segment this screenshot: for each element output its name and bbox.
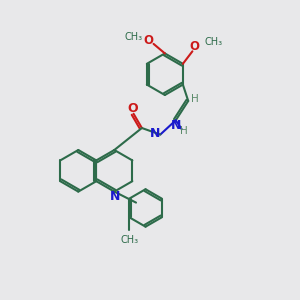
Text: H: H	[180, 126, 188, 136]
Text: O: O	[143, 34, 154, 47]
Text: O: O	[189, 40, 199, 53]
Text: CH₃: CH₃	[124, 32, 143, 42]
Text: O: O	[128, 102, 138, 115]
Text: H: H	[191, 94, 199, 104]
Text: N: N	[150, 127, 161, 140]
Text: N: N	[171, 119, 181, 132]
Text: N: N	[110, 190, 120, 203]
Text: CH₃: CH₃	[120, 235, 138, 245]
Text: CH₃: CH₃	[204, 38, 222, 47]
